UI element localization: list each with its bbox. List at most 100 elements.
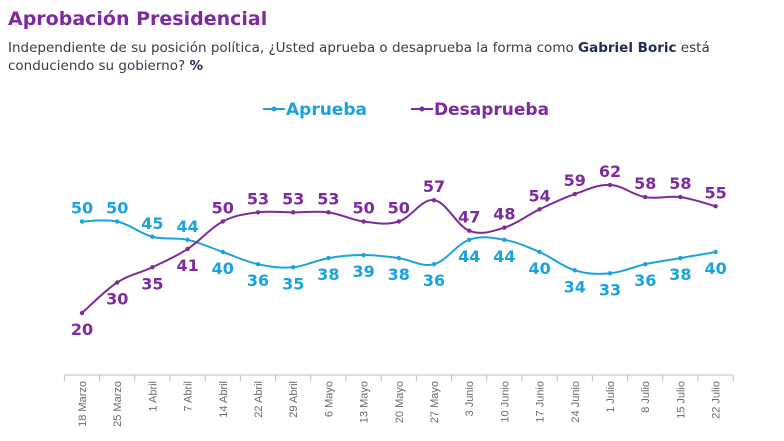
data-label-desaprueba: 41	[176, 256, 198, 275]
data-point-desaprueba	[607, 182, 613, 188]
x-tick-label: 1 Julio	[605, 381, 617, 413]
data-point-aprueba	[361, 252, 366, 258]
subtitle-president-name: Gabriel Boric	[578, 40, 677, 56]
x-tick-label: 14 Abril	[218, 381, 230, 418]
x-tick-label: 20 Mayo	[394, 381, 406, 423]
data-point-desaprueba	[150, 265, 155, 270]
x-tick-label: 22 Abril	[253, 381, 265, 418]
data-label-aprueba: 36	[247, 271, 269, 290]
data-labels: 50 50 45 44 40 36 35 38 39 38 36 44 44 40 34 33 36 38 40 20…	[71, 162, 727, 339]
data-label-aprueba: 44	[176, 217, 198, 236]
data-point-desaprueba	[572, 191, 577, 197]
subtitle-unit: %	[189, 58, 203, 74]
legend-item-desaprueba: Desaprueba	[411, 100, 549, 120]
data-label-desaprueba: 53	[317, 189, 339, 208]
series-points	[79, 182, 718, 316]
x-tick-label: 6 Mayo	[323, 381, 335, 417]
data-label-desaprueba: 50	[352, 199, 374, 218]
data-point-aprueba	[255, 262, 261, 267]
data-label-aprueba: 45	[141, 214, 163, 233]
x-tick-label: 29 Abril	[288, 381, 300, 418]
data-label-aprueba: 40	[704, 259, 726, 278]
legend: Aprueba Desaprueba	[263, 100, 549, 120]
data-point-aprueba	[291, 265, 296, 270]
data-label-aprueba: 36	[423, 271, 445, 290]
data-label-desaprueba: 50	[388, 199, 410, 218]
data-point-desaprueba	[291, 210, 296, 215]
data-label-desaprueba: 47	[458, 208, 480, 227]
data-point-aprueba	[150, 234, 155, 239]
data-point-aprueba	[643, 262, 648, 267]
data-point-desaprueba	[396, 219, 401, 224]
data-point-desaprueba	[255, 210, 261, 215]
data-label-desaprueba: 30	[106, 290, 128, 309]
data-label-aprueba: 44	[493, 247, 515, 266]
chart-subtitle: Independiente de su posición política, ¿…	[8, 39, 778, 75]
data-point-desaprueba	[220, 219, 225, 224]
data-label-desaprueba: 35	[141, 274, 163, 293]
data-label-desaprueba: 53	[247, 189, 269, 208]
x-tick-label: 22 Julio	[711, 381, 723, 419]
x-tick-label: 17 Junio	[535, 381, 547, 423]
data-point-desaprueba	[361, 219, 366, 224]
data-point-desaprueba	[467, 228, 472, 233]
x-tick-label: 8 Julio	[640, 381, 652, 413]
data-label-aprueba: 44	[458, 247, 480, 266]
data-point-desaprueba	[713, 204, 718, 209]
legend-marker-aprueba	[271, 106, 277, 112]
x-tick-label: 3 Junio	[464, 381, 476, 416]
x-tick-label: 25 Marzo	[112, 381, 124, 427]
x-tick-label: 10 Junio	[499, 381, 511, 423]
data-point-aprueba	[220, 249, 225, 255]
data-label-desaprueba: 54	[528, 186, 550, 205]
data-label-desaprueba: 50	[212, 199, 234, 218]
data-label-aprueba: 38	[669, 265, 691, 284]
data-point-desaprueba	[643, 194, 648, 200]
data-label-desaprueba: 58	[669, 174, 691, 193]
data-point-aprueba	[79, 219, 85, 224]
data-label-aprueba: 39	[352, 262, 374, 281]
data-point-aprueba	[713, 249, 718, 255]
x-tick-label: 24 Junio	[570, 381, 582, 423]
x-tick-label: 18 Marzo	[77, 381, 89, 427]
data-point-desaprueba	[431, 197, 437, 203]
data-point-aprueba	[537, 249, 542, 255]
x-tick-label: 1 Abril	[147, 381, 159, 412]
data-point-desaprueba	[678, 194, 683, 200]
data-point-aprueba	[326, 255, 331, 261]
data-label-desaprueba: 57	[423, 177, 445, 196]
chart-title: Aprobación Presidencial	[8, 8, 268, 30]
legend-label-desaprueba: Desaprueba	[434, 100, 549, 120]
data-label-aprueba: 50	[71, 199, 93, 218]
data-label-aprueba: 35	[282, 274, 304, 293]
data-label-aprueba: 40	[528, 259, 550, 278]
legend-marker-desaprueba	[419, 106, 425, 112]
legend-label-aprueba: Aprueba	[286, 100, 367, 120]
data-point-desaprueba	[185, 246, 190, 252]
data-label-aprueba: 34	[564, 277, 586, 296]
x-axis: 18 Marzo 25 Marzo 1 Abril 7 Abril 14 Abril 22…	[63, 374, 734, 427]
data-point-aprueba	[502, 237, 507, 242]
data-label-desaprueba: 59	[564, 171, 586, 190]
data-label-aprueba: 38	[317, 265, 339, 284]
subtitle-text: Independiente de su posición política, ¿…	[8, 40, 579, 56]
data-point-aprueba	[396, 255, 401, 261]
x-tick-label: 13 Mayo	[359, 381, 371, 423]
data-point-desaprueba	[502, 225, 507, 230]
x-tick-label: 15 Julio	[675, 381, 687, 419]
legend-item-aprueba: Aprueba	[263, 100, 367, 120]
data-label-aprueba: 33	[599, 280, 621, 299]
data-point-desaprueba	[326, 210, 331, 215]
data-point-aprueba	[185, 237, 190, 242]
data-label-desaprueba: 58	[634, 174, 656, 193]
data-point-aprueba	[572, 268, 577, 273]
data-point-aprueba	[115, 219, 120, 224]
data-label-desaprueba: 53	[282, 189, 304, 208]
x-tick-label: 27 Mayo	[429, 381, 441, 423]
subtitle-text-end: está conduciendo su gobierno?	[8, 40, 710, 74]
data-label-desaprueba: 48	[493, 205, 515, 224]
data-label-aprueba: 40	[212, 259, 234, 278]
data-point-aprueba	[467, 237, 472, 242]
data-point-desaprueba	[115, 280, 120, 285]
data-label-desaprueba: 20	[71, 320, 93, 339]
